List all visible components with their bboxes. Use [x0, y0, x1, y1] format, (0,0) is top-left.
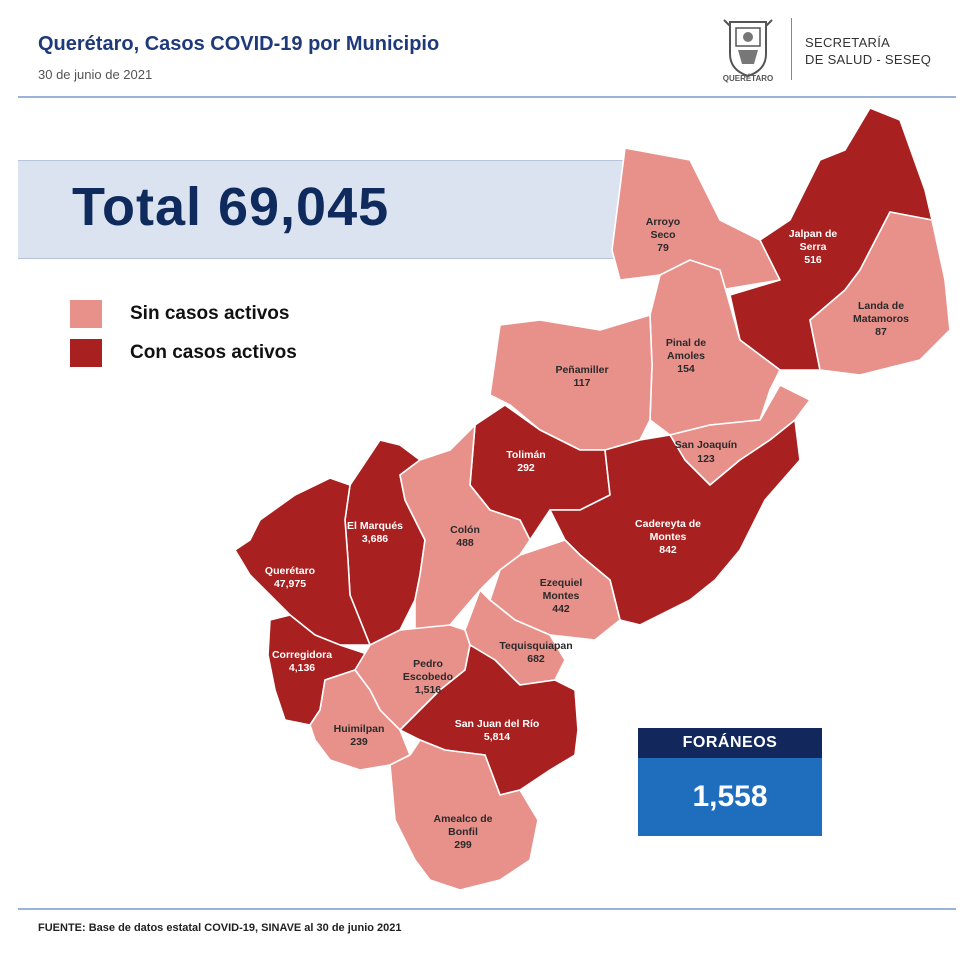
- department-line-1: SECRETARÍA: [805, 35, 891, 50]
- svg-text:Tolimán: Tolimán: [506, 449, 545, 461]
- svg-text:Querétaro: Querétaro: [265, 565, 315, 577]
- report-date: 30 de junio de 2021: [38, 67, 153, 82]
- svg-text:Tequisquiapan: Tequisquiapan: [499, 640, 572, 652]
- svg-text:5,814: 5,814: [484, 731, 510, 743]
- svg-text:Matamoros: Matamoros: [853, 313, 909, 325]
- footer-rule: [18, 908, 956, 910]
- foraneos-label: FORÁNEOS: [638, 728, 822, 758]
- svg-text:Escobedo: Escobedo: [403, 671, 453, 683]
- svg-text:Arroyo: Arroyo: [646, 216, 680, 228]
- header-divider: [791, 18, 792, 80]
- region-san-juan-del-rio[interactable]: [399, 644, 579, 796]
- legend-item-inactive: Sin casos activos: [70, 300, 289, 328]
- svg-text:516: 516: [804, 254, 822, 266]
- region-cadereyta-de-montes[interactable]: [549, 419, 801, 626]
- svg-text:Huimilpan: Huimilpan: [334, 723, 385, 735]
- region-ezequiel-montes[interactable]: [489, 539, 621, 641]
- svg-text:154: 154: [677, 363, 695, 375]
- svg-text:Peñamiller: Peñamiller: [555, 364, 608, 376]
- svg-text:Ezequiel: Ezequiel: [540, 577, 583, 589]
- svg-text:123: 123: [697, 453, 715, 465]
- state-coat-of-arms-logo: [723, 19, 773, 78]
- svg-text:4,136: 4,136: [289, 662, 315, 674]
- total-band: [18, 160, 630, 259]
- region-landa-de-matamoros[interactable]: [809, 211, 951, 376]
- svg-text:Amoles: Amoles: [667, 350, 705, 362]
- source-note: FUENTE: Base de datos estatal COVID-19, …: [38, 922, 402, 934]
- svg-text:Pinal de: Pinal de: [666, 337, 706, 349]
- svg-text:117: 117: [574, 377, 591, 389]
- legend-item-active: Con casos activos: [70, 339, 297, 367]
- svg-text:Landa de: Landa de: [858, 300, 904, 312]
- legend-swatch-active: [70, 339, 102, 367]
- svg-text:Bonfil: Bonfil: [448, 826, 478, 838]
- svg-text:Seco: Seco: [650, 229, 675, 241]
- svg-text:842: 842: [659, 544, 677, 556]
- department-name: SECRETARÍA DE SALUD - SESEQ: [805, 34, 931, 68]
- logo-caption: QUERÉTARO: [722, 74, 774, 83]
- svg-text:Montes: Montes: [650, 531, 687, 543]
- foraneos-value: 1,558: [638, 758, 822, 836]
- total-cases: Total 69,045: [72, 177, 390, 237]
- page-title: Querétaro, Casos COVID-19 por Municipio: [38, 33, 440, 55]
- svg-text:47,975: 47,975: [274, 578, 306, 590]
- municipality-map: Arroyo Seco 79 Jalpan de Serra 516 Landa…: [234, 107, 951, 891]
- svg-text:Montes: Montes: [543, 590, 580, 602]
- region-amealco-de-bonfil[interactable]: [389, 739, 539, 891]
- svg-text:292: 292: [517, 462, 535, 474]
- svg-text:Amealco de: Amealco de: [434, 813, 493, 825]
- svg-text:488: 488: [456, 537, 474, 549]
- svg-text:Jalpan de: Jalpan de: [789, 228, 838, 240]
- legend-label-inactive: Sin casos activos: [130, 303, 290, 324]
- svg-text:87: 87: [875, 326, 887, 338]
- svg-text:682: 682: [527, 653, 545, 665]
- svg-text:79: 79: [657, 242, 669, 254]
- svg-text:El Marqués: El Marqués: [347, 520, 403, 532]
- svg-text:239: 239: [350, 736, 368, 748]
- svg-text:3,686: 3,686: [362, 533, 388, 545]
- svg-text:Serra: Serra: [800, 241, 827, 253]
- svg-text:Corregidora: Corregidora: [272, 649, 332, 661]
- svg-text:1,516: 1,516: [415, 684, 441, 696]
- svg-text:442: 442: [552, 603, 570, 615]
- department-line-2: DE SALUD - SESEQ: [805, 52, 932, 67]
- svg-text:San Juan del Río: San Juan del Río: [455, 718, 540, 730]
- svg-text:299: 299: [454, 839, 472, 851]
- foraneos-box: FORÁNEOS 1,558: [638, 728, 822, 836]
- legend-label-active: Con casos activos: [130, 342, 297, 363]
- svg-text:Pedro: Pedro: [413, 658, 443, 670]
- svg-text:Cadereyta de: Cadereyta de: [635, 518, 701, 530]
- header-rule: [18, 96, 956, 98]
- svg-text:Colón: Colón: [450, 524, 480, 536]
- legend-swatch-inactive: [70, 300, 102, 328]
- svg-text:San Joaquín: San Joaquín: [675, 439, 737, 451]
